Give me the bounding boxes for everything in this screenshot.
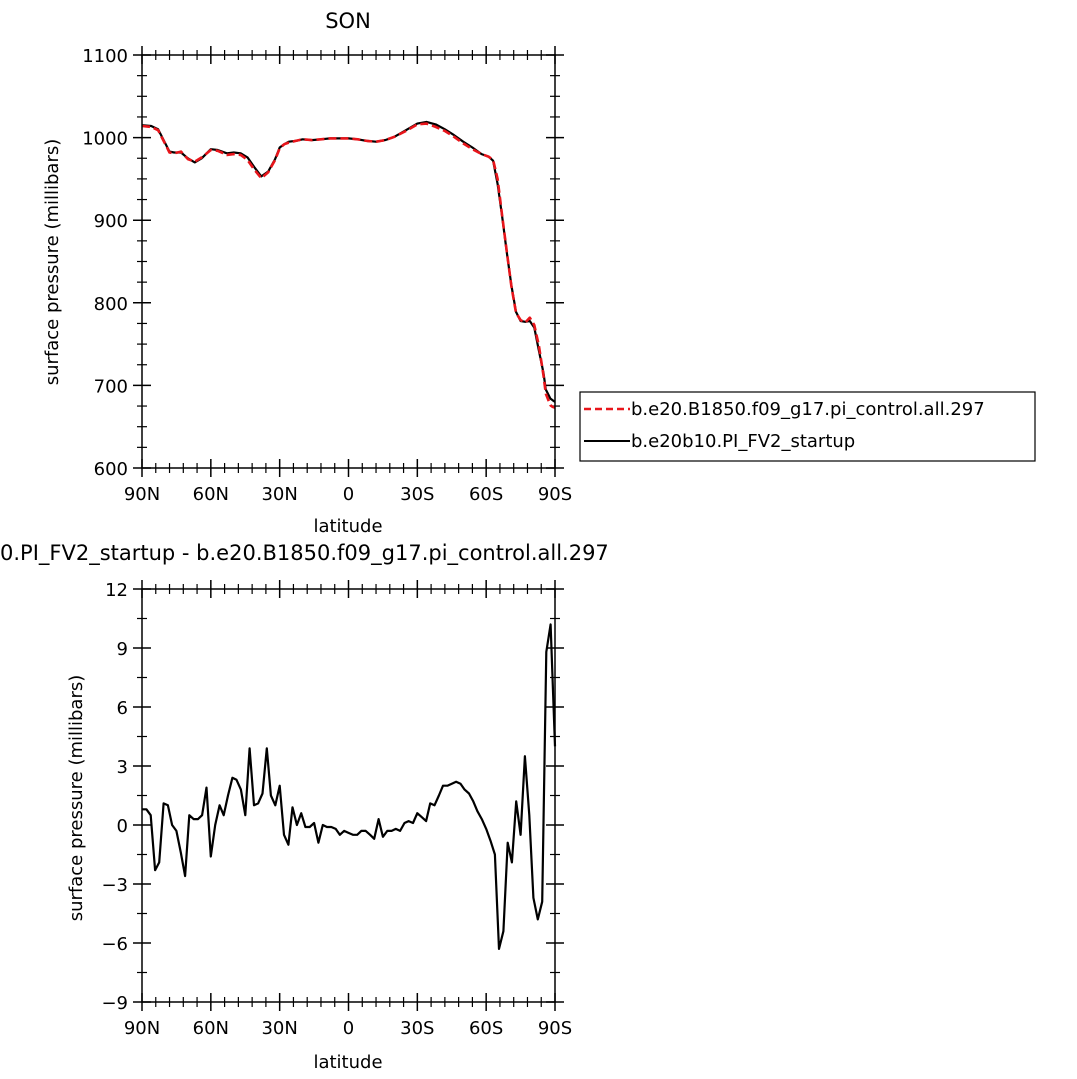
x-tick-label: 90S <box>538 484 572 505</box>
y-tick-label: 3 <box>117 757 128 778</box>
x-tick-label: 90N <box>124 484 160 505</box>
legend: b.e20.B1850.f09_g17.pi_control.all.297 b… <box>579 391 1036 462</box>
y-tick-label: 9 <box>117 639 128 660</box>
y-tick-label: −3 <box>101 875 128 896</box>
y-tick-label: −6 <box>101 934 128 955</box>
top-y-axis-label: surface pressure (millibars) <box>42 139 63 386</box>
top-panel: SON 600 700 800 900 1000 1100 90N 60N 30N 0 30S 60… <box>42 9 1036 537</box>
y-tick-label: 0 <box>117 816 128 837</box>
y-tick-label: 6 <box>117 698 128 719</box>
x-tick-label: 90S <box>538 1018 572 1039</box>
series-line-pi-control-dashed <box>141 122 556 409</box>
x-tick-label: 60S <box>469 484 503 505</box>
y-tick-label: −9 <box>101 993 128 1014</box>
x-tick-label: 30S <box>400 484 434 505</box>
x-tick-label: 0 <box>343 484 354 505</box>
y-tick-label: 600 <box>94 459 128 480</box>
bottom-y-axis-label: surface pressure (millibars) <box>66 675 87 922</box>
top-x-tick-labels: 90N 60N 30N 0 30S 60S 90S <box>124 484 572 505</box>
y-tick-label: 700 <box>94 376 128 397</box>
x-tick-label: 60S <box>469 1018 503 1039</box>
bottom-panel: 0.PI_FV2_startup - b.e20.B1850.f09_g17.p… <box>0 541 609 1073</box>
legend-box <box>579 391 1036 462</box>
top-tick-marks <box>133 46 564 477</box>
top-y-tick-labels: 600 700 800 900 1000 1100 <box>82 46 128 480</box>
y-tick-label: 800 <box>94 294 128 315</box>
bottom-chart-title: 0.PI_FV2_startup - b.e20.B1850.f09_g17.p… <box>0 541 609 566</box>
legend-label-pi-control: b.e20.B1850.f09_g17.pi_control.all.297 <box>631 399 985 420</box>
x-tick-label: 60N <box>193 1018 229 1039</box>
x-tick-label: 30N <box>261 1018 297 1039</box>
bottom-x-tick-labels: 90N 60N 30N 0 30S 60S 90S <box>124 1018 572 1039</box>
y-tick-label: 900 <box>94 211 128 232</box>
x-tick-label: 30N <box>261 484 297 505</box>
y-tick-label: 1100 <box>82 46 128 67</box>
top-x-axis-label: latitude <box>313 516 382 537</box>
y-tick-label: 12 <box>105 580 128 601</box>
x-tick-label: 60N <box>193 484 229 505</box>
difference-line <box>142 623 557 950</box>
x-tick-label: 90N <box>124 1018 160 1039</box>
bottom-x-axis-label: latitude <box>313 1052 382 1073</box>
top-chart-title: SON <box>325 9 371 33</box>
y-tick-label: 1000 <box>82 129 128 150</box>
x-tick-label: 0 <box>343 1018 354 1039</box>
top-plot-frame <box>141 54 556 469</box>
top-series-lines <box>141 120 556 409</box>
legend-label-fv2-startup: b.e20b10.PI_FV2_startup <box>631 431 855 452</box>
bottom-plot-frame <box>141 588 556 1003</box>
x-tick-label: 30S <box>400 1018 434 1039</box>
bottom-y-tick-labels: −9 −6 −3 0 3 6 9 12 <box>101 580 128 1014</box>
